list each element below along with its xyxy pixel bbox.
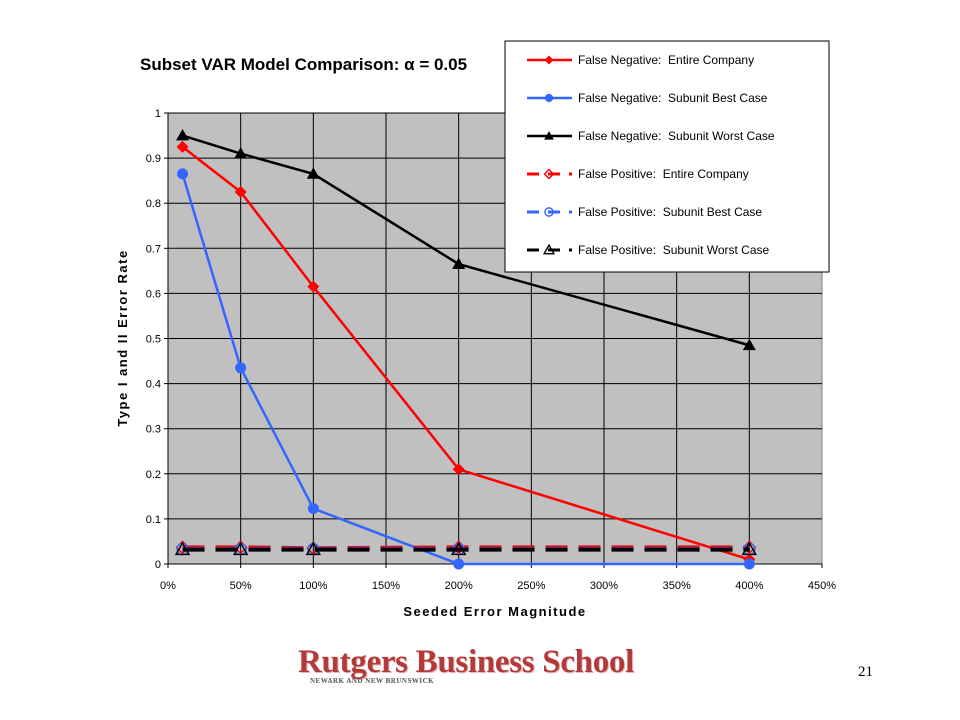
data-point (306, 167, 320, 179)
rutgers-business-school-logo: Rutgers Business School NEWARK AND NEW B… (298, 644, 668, 690)
data-point (232, 541, 249, 556)
y-tick-label: 0.9 (146, 153, 161, 165)
data-point (452, 463, 465, 476)
series-2 (177, 168, 755, 570)
x-tick-label: 200% (445, 580, 473, 592)
data-point (174, 541, 191, 556)
data-point (235, 362, 247, 374)
data-point (234, 147, 248, 159)
data-point (741, 541, 758, 556)
y-tick-label: 0.6 (146, 288, 161, 300)
data-point (305, 541, 322, 556)
legend-marker (544, 55, 554, 65)
logo-subtitle: NEWARK AND NEW BRUNSWICK (310, 677, 435, 685)
series-group (174, 129, 758, 570)
x-axis-title: Seeded Error Magnitude (403, 604, 586, 619)
data-point (234, 185, 247, 198)
y-tick-label: 0.1 (146, 514, 161, 526)
chart-title: Subset VAR Model Comparison: α = 0.05 (140, 55, 467, 74)
x-axis-ticks: 0% 50% 100% 150% 200% 250% 300% 350% 400% 450% (160, 564, 836, 592)
y-axis-ticks: 0 0.1 0.2 0.3 0.4 0.5 0.6 0.7 0.8 0.9 1 (146, 108, 168, 571)
data-point (307, 280, 320, 293)
legend-marker (544, 93, 554, 103)
x-tick-label: 0% (160, 580, 176, 592)
legend-label: False Positive: Subunit Worst Case (578, 243, 770, 257)
y-tick-label: 0.7 (146, 243, 161, 255)
data-point (743, 558, 755, 570)
x-tick-label: 250% (517, 580, 545, 592)
x-tick-label: 50% (230, 580, 252, 592)
y-axis-title: Type I and II Error Rate (115, 249, 130, 426)
data-point (307, 503, 319, 515)
x-tick-label: 350% (663, 580, 691, 592)
legend-marker (543, 168, 555, 180)
series-3 (176, 129, 756, 351)
y-tick-label: 0.4 (146, 379, 161, 391)
data-point (177, 168, 189, 180)
data-point (453, 558, 465, 570)
legend-label: False Negative: Subunit Worst Case (578, 129, 775, 143)
y-tick-label: 1 (155, 108, 161, 120)
y-tick-label: 0.5 (146, 334, 161, 346)
legend-marker (544, 207, 554, 217)
y-tick-label: 0 (155, 559, 161, 571)
y-tick-label: 0.3 (146, 424, 161, 436)
data-point (176, 140, 189, 153)
x-tick-label: 100% (299, 580, 327, 592)
x-tick-label: 450% (808, 580, 836, 592)
y-tick-label: 0.8 (146, 198, 161, 210)
slide-number: 21 (858, 664, 873, 680)
legend-marker (542, 243, 556, 255)
legend-label: False Negative: Entire Company (578, 53, 754, 67)
x-tick-label: 150% (372, 580, 400, 592)
legend-label: False Positive: Entire Company (578, 167, 749, 181)
legend-box (504, 40, 830, 273)
legend: False Negative: Entire Company False Nega… (504, 40, 830, 273)
legend-label: False Positive: Subunit Best Case (578, 205, 762, 219)
data-point (452, 257, 466, 269)
series-1 (176, 140, 756, 566)
legend-marker (544, 131, 554, 140)
data-point (450, 541, 467, 556)
data-point (742, 338, 756, 351)
series-6 (174, 541, 758, 556)
y-tick-label: 0.2 (146, 469, 161, 481)
line-chart: Subset VAR Model Comparison: α = 0.05 00… (115, 40, 836, 619)
legend-label: False Negative: Subunit Best Case (578, 91, 768, 105)
logo-title: Rutgers Business School (298, 644, 634, 680)
data-point (176, 129, 190, 141)
x-tick-label: 400% (735, 580, 763, 592)
x-tick-label: 300% (590, 580, 618, 592)
